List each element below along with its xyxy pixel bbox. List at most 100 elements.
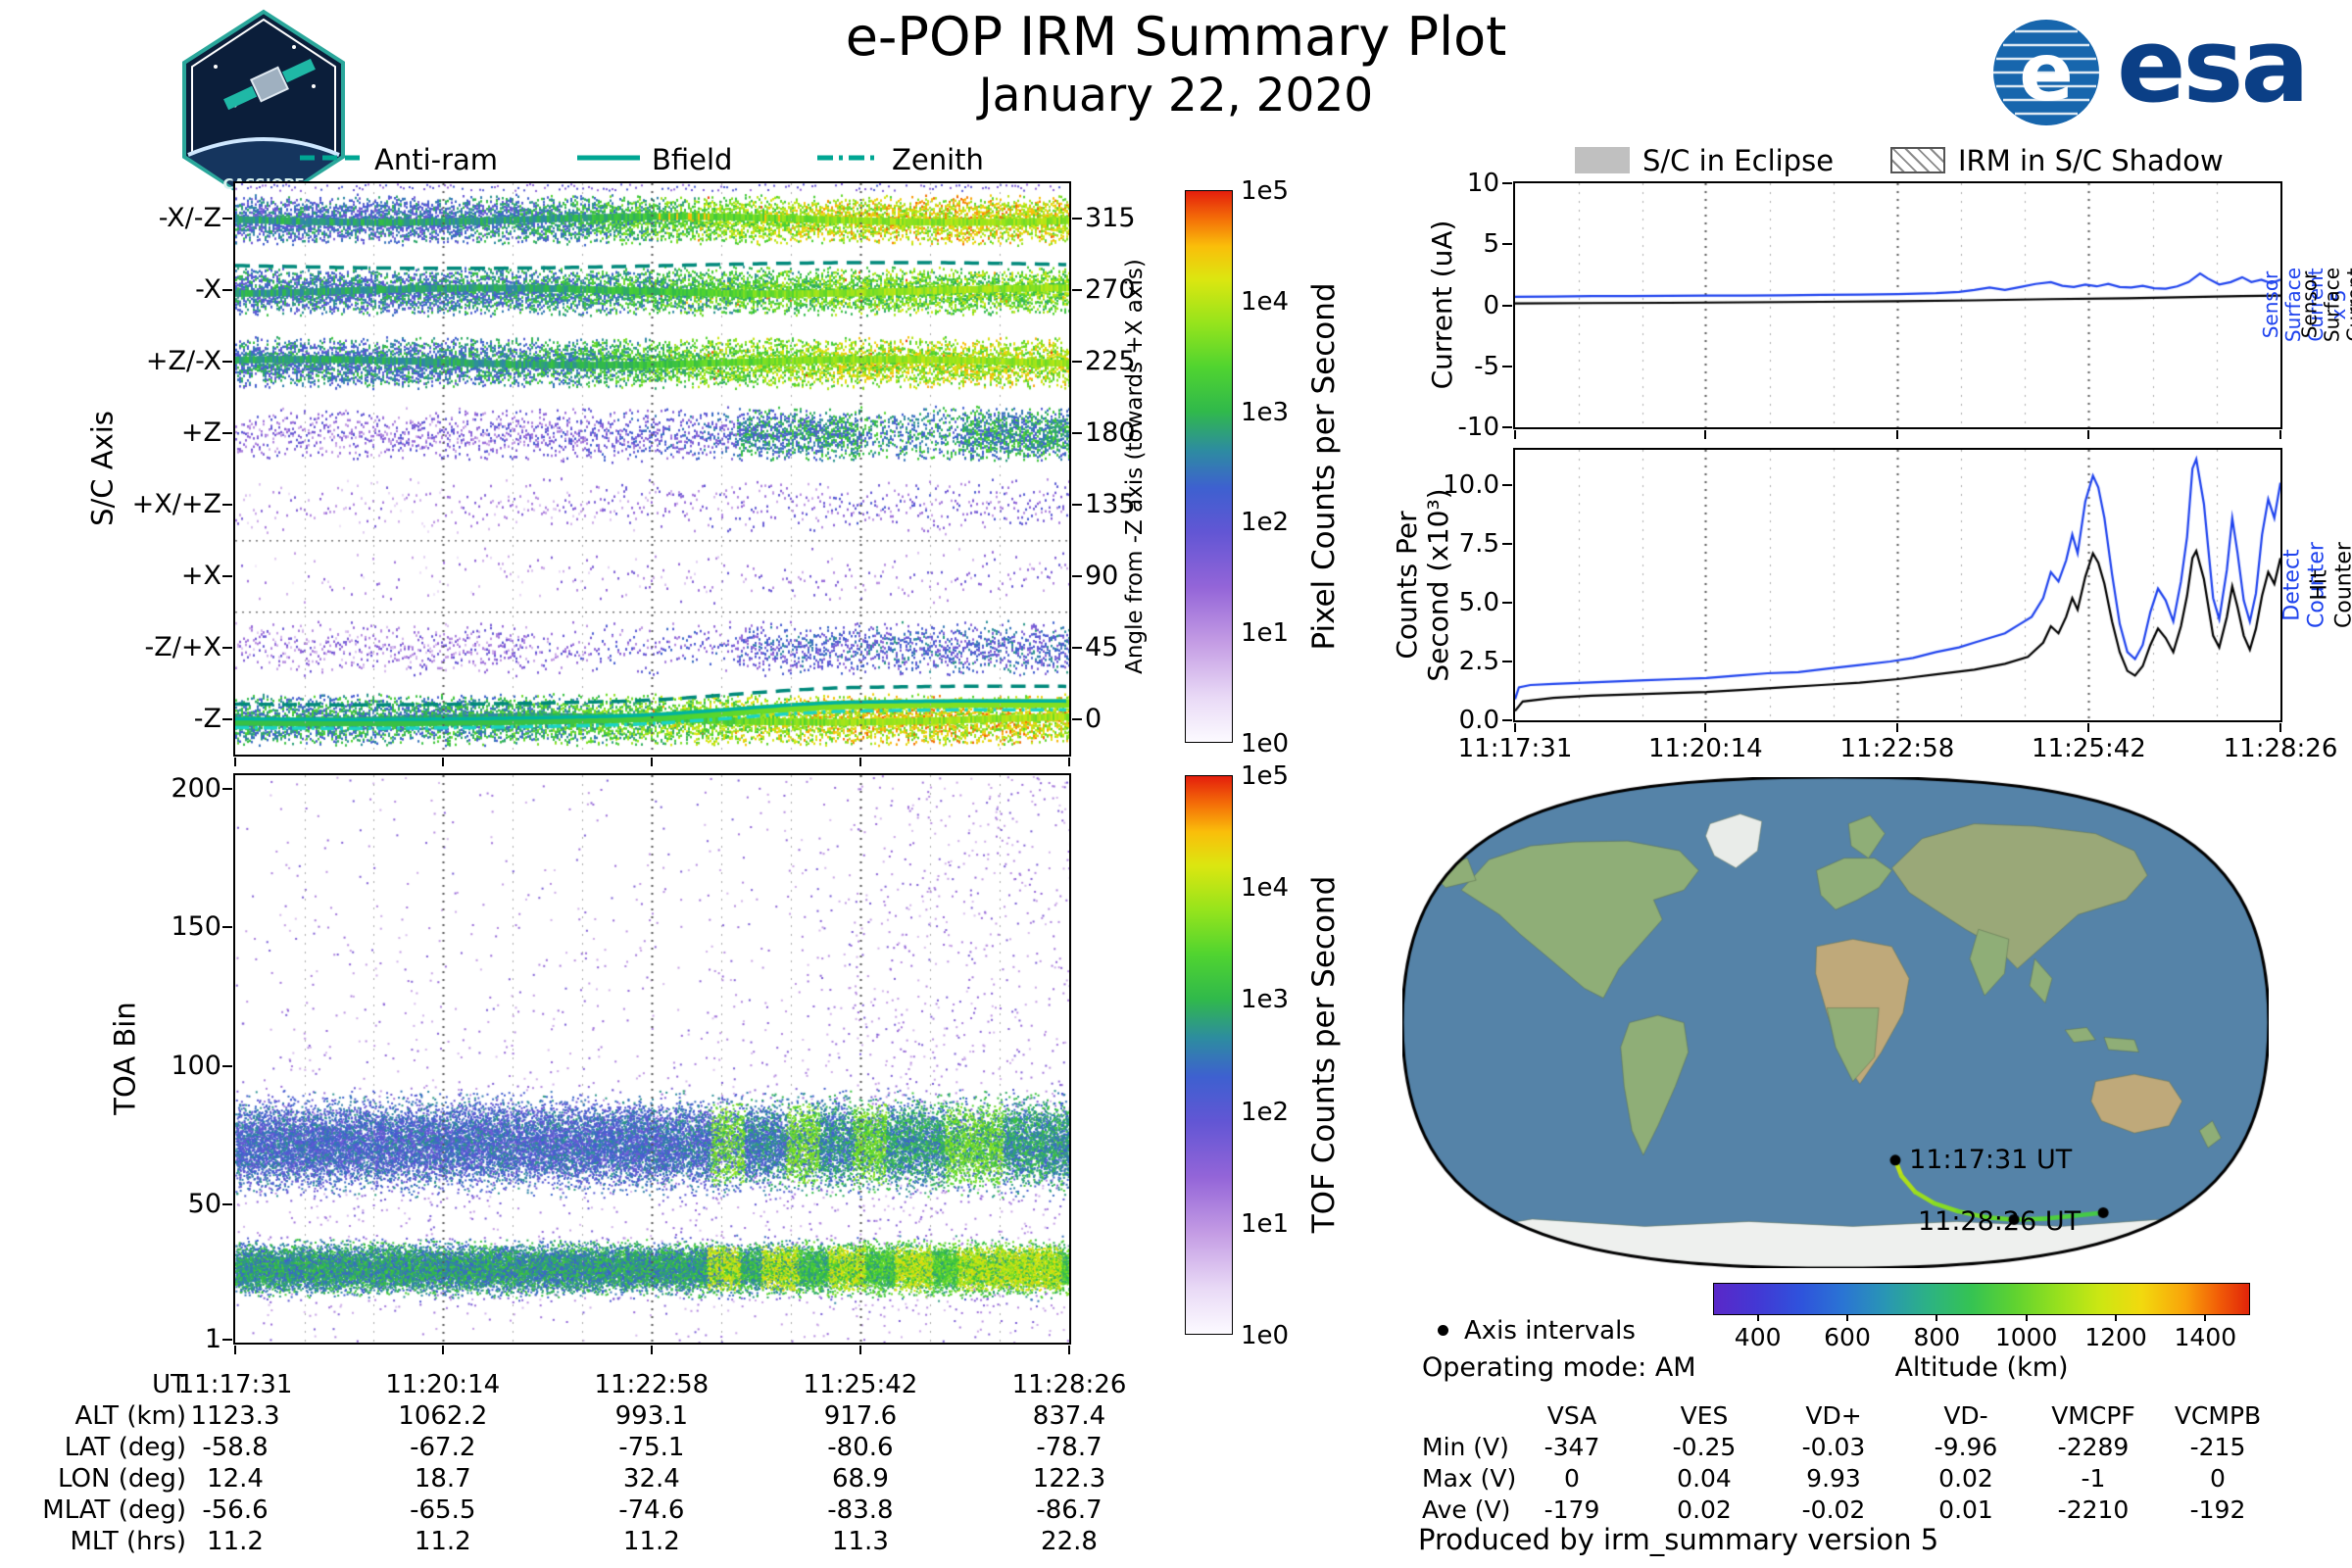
tick-mark xyxy=(222,289,232,292)
counts-ytick-0: 10.0 xyxy=(1443,470,1499,500)
tof-colorbar-tick-0: 1e5 xyxy=(1241,761,1290,791)
voltage-value-1-1: 0.04 xyxy=(1677,1464,1732,1493)
spec1-angle-tick-2: 225 xyxy=(1085,346,1136,377)
pixel-colorbar-tick-4: 1e1 xyxy=(1241,618,1290,649)
voltage-value-1-0: 0 xyxy=(1564,1464,1580,1493)
tick-mark xyxy=(1502,484,1512,486)
ephemeris-value-3-4: 122.3 xyxy=(1032,1464,1106,1494)
ephemeris-value-1-3: 917.6 xyxy=(823,1401,898,1431)
tick-mark xyxy=(1756,1315,1759,1321)
altitude-tick-2: 800 xyxy=(1913,1323,1961,1351)
tick-mark xyxy=(1072,361,1082,364)
voltage-value-1-4: -1 xyxy=(2081,1464,2106,1493)
voltage-value-0-2: -0.03 xyxy=(1801,1433,1866,1461)
ephemeris-value-2-4: -78.7 xyxy=(1036,1433,1102,1462)
tick-mark xyxy=(1072,717,1082,720)
tick-mark xyxy=(650,758,653,766)
angle-axis-title: Angle from -Z axis (towards +X axis) xyxy=(1121,259,1148,674)
pixel-spectrogram-frame xyxy=(233,181,1071,757)
tick-mark xyxy=(1704,430,1707,439)
tick-mark xyxy=(222,361,232,364)
voltage-row-label-0: Min (V) xyxy=(1422,1433,1509,1461)
shadow-swatch xyxy=(1890,147,1945,173)
tick-mark xyxy=(1502,243,1512,246)
map-track-start-label: 11:17:31 UT xyxy=(1909,1144,2073,1175)
counts-xtick-0: 11:17:31 xyxy=(1457,734,1573,763)
eclipse-swatch xyxy=(1575,147,1630,173)
ephemeris-value-3-1: 18.7 xyxy=(414,1464,471,1494)
tick-mark xyxy=(1895,430,1898,439)
tick-mark xyxy=(441,758,444,766)
altitude-colorbar-title: Altitude (km) xyxy=(1894,1352,2069,1383)
page-title: e-POP IRM Summary Plot xyxy=(845,6,1507,68)
voltage-value-0-4: -2289 xyxy=(2057,1433,2130,1461)
ephemeris-value-3-3: 68.9 xyxy=(831,1464,889,1494)
tick-mark xyxy=(1502,543,1512,545)
voltage-col-header-0: VSA xyxy=(1546,1401,1597,1430)
tick-mark xyxy=(1072,503,1082,506)
ephemeris-value-2-1: -67.2 xyxy=(410,1433,476,1462)
tick-mark xyxy=(1502,182,1512,184)
spec2-ytick-3: 50 xyxy=(187,1188,221,1219)
ephemeris-row-label-4: MLAT (deg) xyxy=(42,1495,186,1525)
tick-mark xyxy=(1068,758,1070,766)
ephemeris-value-5-1: 11.2 xyxy=(414,1527,471,1556)
legend-bfield-label: Bfield xyxy=(652,143,733,176)
current-ytick-0: 10 xyxy=(1466,169,1499,198)
tick-mark xyxy=(234,758,236,766)
tick-mark xyxy=(222,1339,232,1342)
ephemeris-value-3-0: 12.4 xyxy=(207,1464,264,1494)
altitude-tick-0: 400 xyxy=(1734,1323,1782,1351)
esa-logo: e esa xyxy=(1989,6,2313,133)
tick-mark xyxy=(222,788,232,791)
tick-mark xyxy=(1502,304,1512,307)
altitude-tick-3: 1000 xyxy=(1994,1323,2058,1351)
spec1-ytick-4: +X/+Z xyxy=(131,488,221,519)
ephemeris-value-4-4: -86.7 xyxy=(1036,1495,1102,1525)
tick-mark xyxy=(1072,574,1082,577)
ephemeris-value-0-0: 11:17:31 xyxy=(177,1370,293,1399)
tick-mark xyxy=(1895,723,1898,732)
tick-mark xyxy=(2279,430,2281,439)
esa-wordmark: esa xyxy=(2117,6,2310,125)
counts-plot-canvas xyxy=(1515,450,2280,720)
altitude-tick-5: 1400 xyxy=(2174,1323,2237,1351)
voltage-col-header-4: VMCPF xyxy=(2051,1401,2135,1430)
voltage-value-1-5: 0 xyxy=(2210,1464,2226,1493)
tick-mark xyxy=(1846,1315,1848,1321)
pixel-colorbar-tick-0: 1e5 xyxy=(1241,176,1290,206)
tick-mark xyxy=(1514,430,1516,439)
ephemeris-value-5-4: 22.8 xyxy=(1041,1527,1098,1556)
voltage-value-0-3: -9.96 xyxy=(1934,1433,1998,1461)
tof-colorbar-tick-1: 1e4 xyxy=(1241,873,1290,904)
ephemeris-value-3-2: 32.4 xyxy=(622,1464,680,1494)
tick-mark xyxy=(1502,426,1512,428)
spec1-ytick-6: -Z/+X xyxy=(144,631,221,662)
voltage-value-2-4: -2210 xyxy=(2057,1495,2130,1524)
zenith-line-sample xyxy=(817,155,880,161)
ephemeris-value-5-3: 11.3 xyxy=(831,1527,889,1556)
eclipse-label: S/C in Eclipse xyxy=(1642,144,1835,177)
voltage-col-header-1: VES xyxy=(1680,1401,1729,1430)
spec1-angle-tick-0: 315 xyxy=(1085,203,1136,234)
tof-colorbar-tick-2: 1e3 xyxy=(1241,985,1290,1015)
map-track-end-label: 11:28:26 UT xyxy=(1917,1206,2082,1238)
tick-mark xyxy=(222,646,232,649)
tick-mark xyxy=(1068,1346,1070,1354)
pixel-colorbar xyxy=(1185,190,1233,743)
spec2-ytick-0: 200 xyxy=(171,773,221,805)
spec1-ytick-5: +X xyxy=(180,560,221,591)
pixel-colorbar-tick-1: 1e4 xyxy=(1241,286,1290,317)
ephemeris-row-label-2: LAT (deg) xyxy=(64,1433,186,1462)
tick-mark xyxy=(441,1346,444,1354)
tick-mark xyxy=(858,758,861,766)
tof-colorbar-tick-3: 1e2 xyxy=(1241,1097,1290,1127)
counts-xtick-4: 11:28:26 xyxy=(2223,734,2338,763)
spec1-angle-tick-6: 45 xyxy=(1085,631,1119,662)
ephemeris-value-0-4: 11:28:26 xyxy=(1011,1370,1127,1399)
voltage-row-label-2: Ave (V) xyxy=(1422,1495,1511,1524)
voltage-value-1-3: 0.02 xyxy=(1938,1464,1993,1493)
ephemeris-row-label-1: ALT (km) xyxy=(74,1401,186,1431)
tick-mark xyxy=(222,926,232,929)
altitude-colorbar xyxy=(1713,1283,2250,1315)
